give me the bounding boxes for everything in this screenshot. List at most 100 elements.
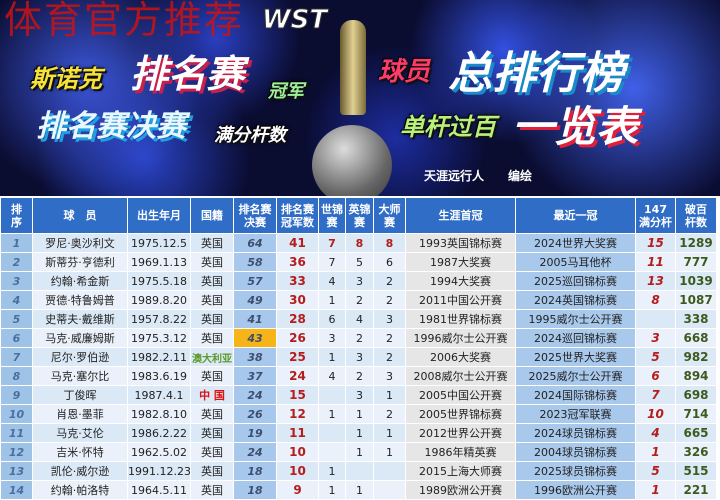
table-row: 5 史蒂夫·戴维斯 1957.8.22 英国 41 28 6 4 3 1981世界锦标赛 1995威…: [0, 309, 717, 329]
cell-latest-title: 2025巡回锦标赛: [515, 271, 636, 291]
cell-rank: 14: [0, 480, 33, 500]
cell-centuries: 1289: [675, 233, 717, 253]
cell-nationality: 英国: [190, 233, 234, 253]
cell-player: 史蒂夫·戴维斯: [32, 309, 128, 329]
cell-ranking-titles: 33: [276, 271, 319, 291]
cell-player: 凯伦·威尔逊: [32, 461, 128, 481]
header-ranking-finals: 排名赛 决赛: [233, 197, 277, 234]
table-row: 1 罗尼·奥沙利文 1975.12.5 英国 64 41 7 8 8 1993英国锦标赛 2024世…: [0, 233, 717, 253]
cell-ranking-finals: 57: [233, 271, 277, 291]
table-row: 11 马克·艾伦 1986.2.22 英国 19 11 1 1 2012世界公开赛 2024球员锦…: [0, 423, 717, 443]
cell-nationality: 英国: [190, 461, 234, 481]
table-row: 2 斯蒂芬·亨德利 1969.1.13 英国 58 36 7 5 6 1987大奖赛 2005马耳他…: [0, 252, 717, 272]
cell-centuries: 698: [675, 385, 717, 405]
cell-world-titles: [318, 423, 346, 443]
cell-ranking-titles: 25: [276, 347, 319, 367]
cell-rank: 7: [0, 347, 33, 367]
cell-rank: 10: [0, 404, 33, 424]
cell-ranking-titles: 24: [276, 366, 319, 386]
cell-player: 肖恩·墨菲: [32, 404, 128, 424]
cell-latest-title: 2025威尔士公开赛: [515, 366, 636, 386]
table-row: 12 吉米·怀特 1962.5.02 英国 24 10 1 1 1986年精英赛 2004球员锦标…: [0, 442, 717, 462]
cell-player: 吉米·怀特: [32, 442, 128, 462]
cell-player: 斯蒂芬·亨德利: [32, 252, 128, 272]
cell-masters-titles: 3: [373, 366, 406, 386]
cell-uk-titles: 8: [345, 233, 374, 253]
cell-birth: 1964.5.11: [127, 480, 191, 500]
cell-world-titles: 6: [318, 309, 346, 329]
cell-max-breaks: 13: [635, 271, 676, 291]
cell-first-title: 2005中国公开赛: [405, 385, 516, 405]
table-row: 4 贾德·特鲁姆普 1989.8.20 英国 49 30 1 2 2 2011中国公开赛 2024英…: [0, 290, 717, 310]
cell-latest-title: 2025球员锦标赛: [515, 461, 636, 481]
cell-nationality: 英国: [190, 366, 234, 386]
cell-ranking-finals: 41: [233, 309, 277, 329]
cell-latest-title: 2024巡回锦标赛: [515, 328, 636, 348]
cell-uk-titles: 5: [345, 252, 374, 272]
cell-birth: 1987.4.1: [127, 385, 191, 405]
table-header: 排 序球 员出生年月 国籍 排名赛 决赛 排名赛 冠军数 世锦 赛英锦 赛大师 赛生涯首…: [0, 197, 717, 234]
credit-label: 编绘: [508, 169, 533, 183]
cell-latest-title: 2025世界大奖赛: [515, 347, 636, 367]
table-row: 7 尼尔·罗伯逊 1982.2.11 澳大利亚 38 25 1 3 2 2006大奖赛 2025世界…: [0, 347, 717, 367]
cell-latest-title: 1995威尔士公开赛: [515, 309, 636, 329]
cell-birth: 1975.5.18: [127, 271, 191, 291]
cell-ranking-finals: 18: [233, 461, 277, 481]
cell-first-title: 2005世界锦标赛: [405, 404, 516, 424]
table-row: 6 马克·威廉姆斯 1975.3.12 英国 43 26 3 2 2 1996威尔士公开赛 2024…: [0, 328, 717, 348]
cell-rank: 4: [0, 290, 33, 310]
cell-latest-title: 2023冠军联赛: [515, 404, 636, 424]
header-nationality: 国籍: [190, 197, 234, 234]
cell-first-title: 2011中国公开赛: [405, 290, 516, 310]
cell-world-titles: 1: [318, 347, 346, 367]
cell-max-breaks: 11: [635, 252, 676, 272]
cell-uk-titles: [345, 461, 374, 481]
cell-player: 丁俊晖: [32, 385, 128, 405]
cell-first-title: 1989欧洲公开赛: [405, 480, 516, 500]
cell-centuries: 221: [675, 480, 717, 500]
cell-ranking-finals: 64: [233, 233, 277, 253]
cell-birth: 1989.8.20: [127, 290, 191, 310]
title-ranking: 排名赛: [130, 52, 245, 96]
cell-ranking-titles: 26: [276, 328, 319, 348]
cell-centuries: 326: [675, 442, 717, 462]
cell-ranking-titles: 11: [276, 423, 319, 443]
cell-birth: 1983.6.19: [127, 366, 191, 386]
cell-first-title: 1981世界锦标赛: [405, 309, 516, 329]
header-uk-titles: 英锦 赛: [345, 197, 374, 234]
cell-ranking-finals: 24: [233, 442, 277, 462]
title-century: 单杆过百: [400, 113, 496, 141]
cell-ranking-finals: 26: [233, 404, 277, 424]
cell-uk-titles: 2: [345, 290, 374, 310]
cell-first-title: 1996威尔士公开赛: [405, 328, 516, 348]
cell-ranking-titles: 9: [276, 480, 319, 500]
header-first-title: 生涯首冠: [405, 197, 516, 234]
cell-nationality: 英国: [190, 423, 234, 443]
cell-latest-title: 1996欧洲公开赛: [515, 480, 636, 500]
cell-world-titles: 4: [318, 366, 346, 386]
cell-rank: 3: [0, 271, 33, 291]
cell-world-titles: 1: [318, 404, 346, 424]
cell-world-titles: 1: [318, 290, 346, 310]
cell-masters-titles: 2: [373, 271, 406, 291]
cell-max-breaks: 6: [635, 366, 676, 386]
title-overview: 一览表: [512, 102, 639, 151]
header-rank: 排 序: [0, 197, 33, 234]
cell-ranking-titles: 10: [276, 461, 319, 481]
cell-masters-titles: 1: [373, 442, 406, 462]
cell-nationality: 英国: [190, 404, 234, 424]
title-finals: 排名赛决赛: [36, 109, 186, 144]
cell-ranking-titles: 36: [276, 252, 319, 272]
cell-max-breaks: [635, 309, 676, 329]
title-players: 球员: [378, 57, 431, 87]
header-latest-title: 最近一冠: [515, 197, 636, 234]
cell-masters-titles: 3: [373, 309, 406, 329]
title-overall-ranking: 总排行榜: [448, 48, 624, 99]
cell-centuries: 338: [675, 309, 717, 329]
header-max-breaks: 147 满分杆: [635, 197, 676, 234]
cell-first-title: 2008威尔士公开赛: [405, 366, 516, 386]
cell-uk-titles: 1: [345, 442, 374, 462]
cell-nationality: 澳大利亚: [190, 347, 234, 367]
cell-uk-titles: 1: [345, 404, 374, 424]
cell-centuries: 894: [675, 366, 717, 386]
